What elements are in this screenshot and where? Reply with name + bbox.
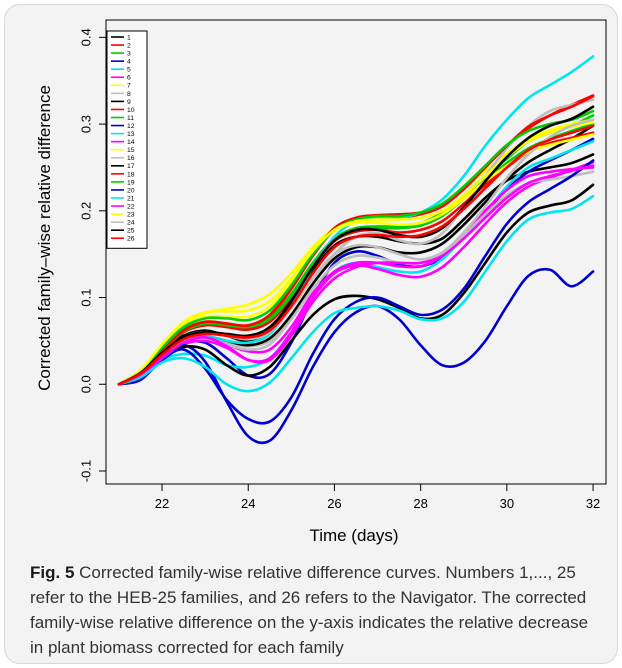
legend-label-2: 2 xyxy=(127,42,131,49)
legend-label-7: 7 xyxy=(127,83,131,90)
series-line-20 xyxy=(117,159,595,425)
legend-label-5: 5 xyxy=(127,67,131,74)
x-axis-label: Time (days) xyxy=(309,526,398,545)
legend-label-24: 24 xyxy=(127,220,135,227)
plot-frame xyxy=(105,19,607,485)
legend-label-18: 18 xyxy=(127,171,135,178)
chart-series xyxy=(117,55,595,445)
series-line-6 xyxy=(117,160,595,386)
legend-label-21: 21 xyxy=(127,195,135,202)
y-tick-label: 0.1 xyxy=(79,288,94,306)
chart-legend: 1234567891011121314151617181920212223242… xyxy=(106,30,148,249)
series-line-26 xyxy=(117,124,595,386)
series-line-17 xyxy=(117,183,595,386)
legend-label-14: 14 xyxy=(127,139,135,146)
legend-label-22: 22 xyxy=(127,203,135,210)
x-tick-label: 28 xyxy=(413,496,427,511)
y-tick-label: 0.2 xyxy=(79,202,94,220)
legend-label-12: 12 xyxy=(127,123,135,130)
legend-label-11: 11 xyxy=(127,115,134,122)
series-line-19 xyxy=(117,109,595,386)
legend-label-26: 26 xyxy=(127,236,135,243)
legend-label-1: 1 xyxy=(127,34,131,41)
x-tick-label: 30 xyxy=(500,496,514,511)
x-tick-label: 26 xyxy=(327,496,341,511)
legend-label-15: 15 xyxy=(127,147,135,154)
series-line-21 xyxy=(117,194,595,393)
figure-caption-text: Corrected family-wise relative differenc… xyxy=(30,563,589,657)
chart-axes: 22 24 26 28 30 32-0.10.00.10.20.30.4 xyxy=(79,19,607,511)
y-tick-label: 0.3 xyxy=(79,115,94,133)
series-line-12 xyxy=(117,267,595,445)
y-tick-label: -0.1 xyxy=(79,460,94,482)
legend-box xyxy=(106,30,148,249)
legend-label-6: 6 xyxy=(127,75,131,82)
legend-label-8: 8 xyxy=(127,91,131,98)
legend-label-25: 25 xyxy=(127,228,135,235)
legend-label-20: 20 xyxy=(127,187,135,194)
series-line-22 xyxy=(117,164,595,386)
series-line-1 xyxy=(117,153,595,386)
legend-label-9: 9 xyxy=(127,99,131,106)
y-axis-label: Corrected family–wise relative differenc… xyxy=(35,85,54,391)
legend-label-13: 13 xyxy=(127,131,135,138)
legend-label-3: 3 xyxy=(127,51,131,58)
figure-label: Fig. 5 xyxy=(30,563,75,582)
legend-label-4: 4 xyxy=(127,59,131,66)
x-tick-label: 24 xyxy=(241,496,255,511)
y-tick-label: 0.0 xyxy=(79,375,94,393)
legend-label-10: 10 xyxy=(127,107,135,114)
y-tick-label: 0.4 xyxy=(79,28,94,46)
x-tick-label: 32 xyxy=(586,496,600,511)
line-chart: 22 24 26 28 30 32-0.10.00.10.20.30.4 12345678… xyxy=(35,19,607,545)
figure-caption: Fig. 5 Corrected family-wise relative di… xyxy=(30,560,605,660)
legend-label-17: 17 xyxy=(127,163,135,170)
x-tick-label: 22 xyxy=(155,496,169,511)
legend-label-23: 23 xyxy=(127,212,135,219)
series-line-25 xyxy=(117,105,595,386)
legend-label-16: 16 xyxy=(127,155,135,162)
legend-label-19: 19 xyxy=(127,179,135,186)
